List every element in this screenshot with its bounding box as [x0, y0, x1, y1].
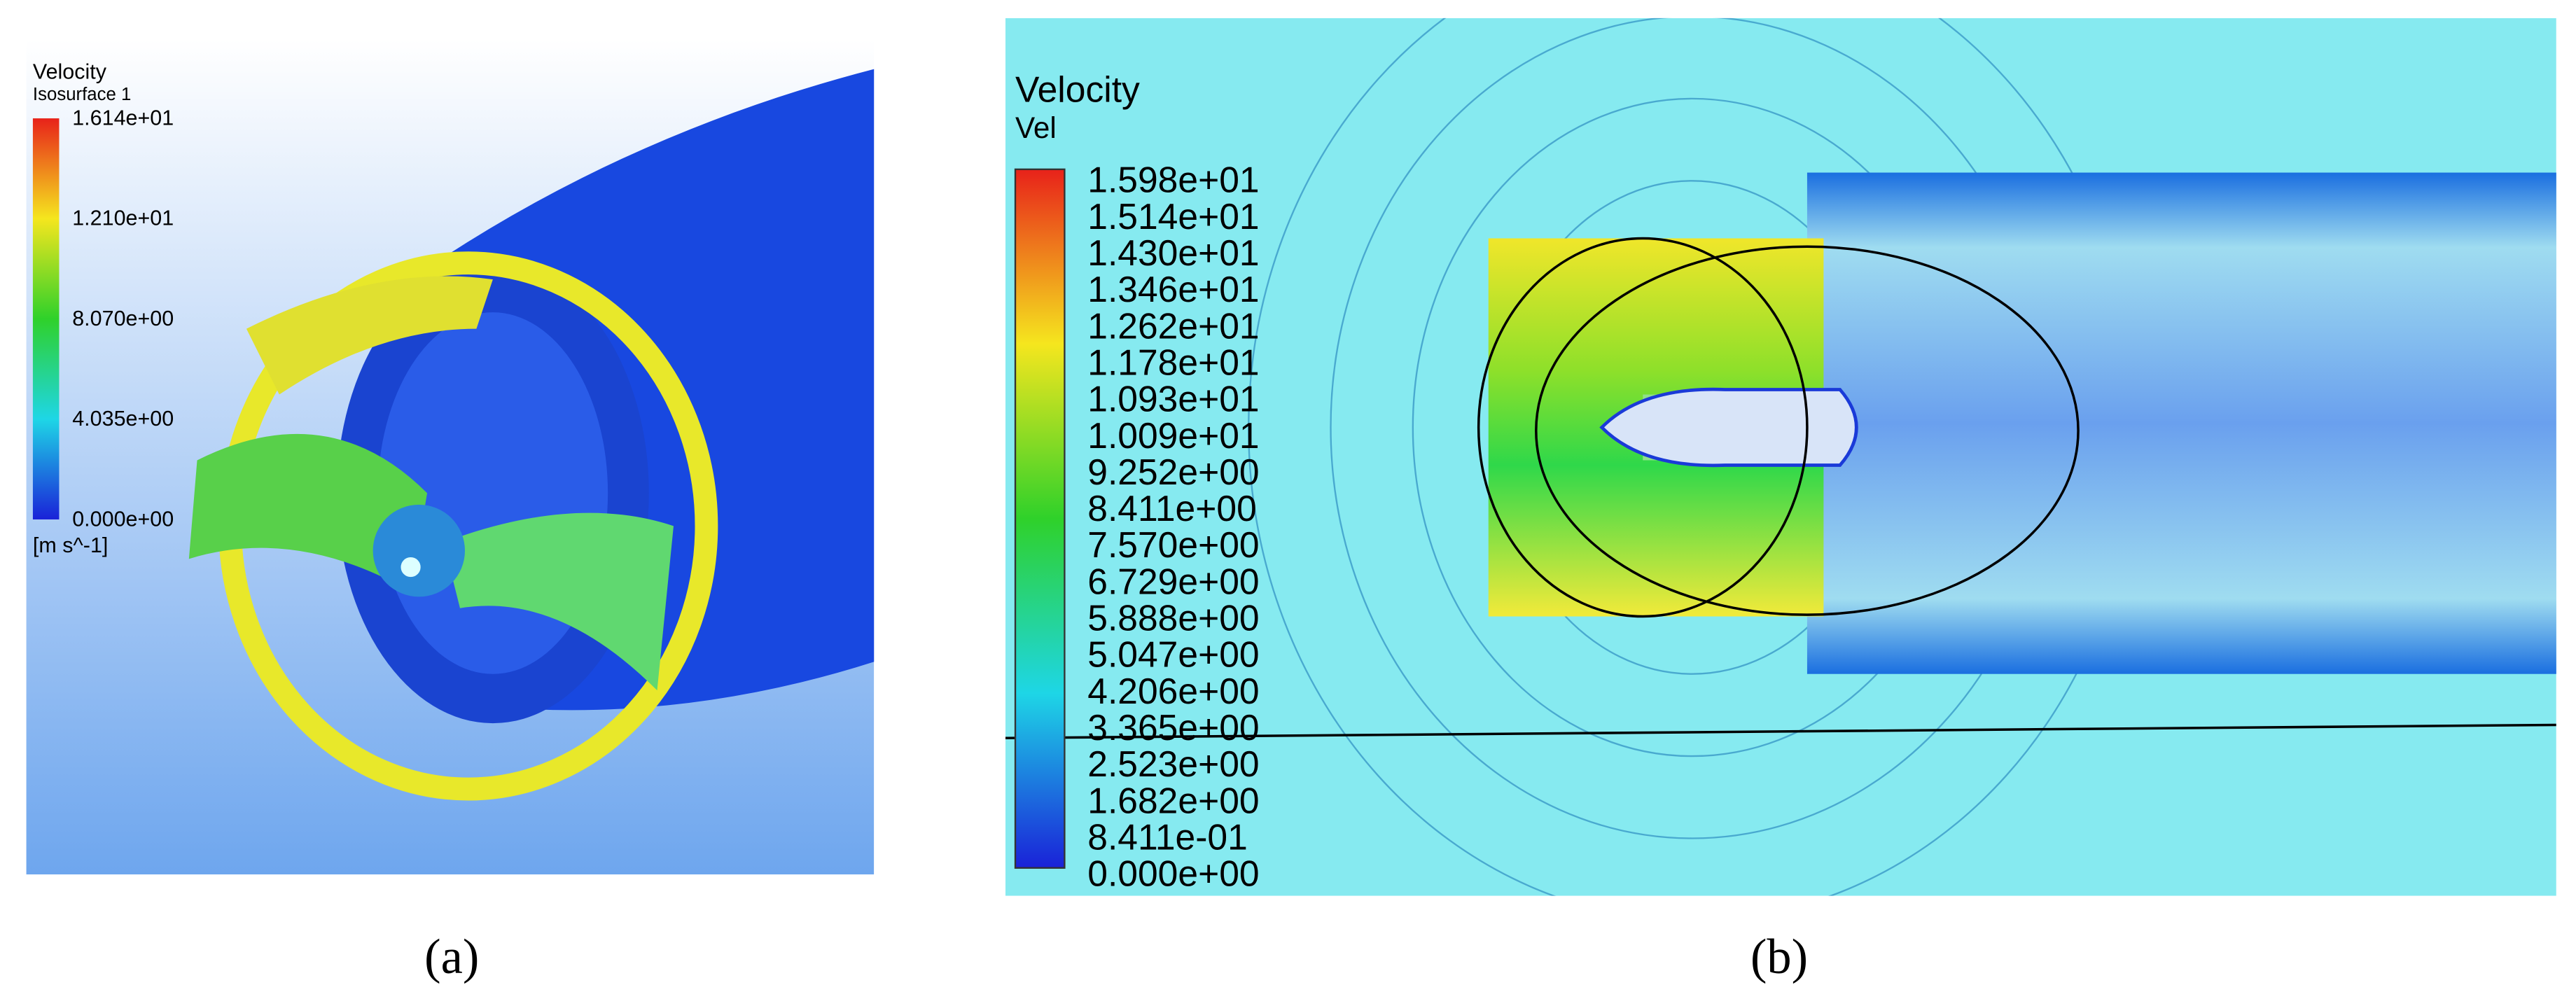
legend-label: 0.000e+00: [72, 507, 174, 531]
color-bar: [1014, 168, 1066, 869]
legend-label: 1.009e+01: [1087, 415, 1259, 456]
panel-a-image: [26, 39, 875, 875]
legend-label: 4.206e+00: [1087, 671, 1259, 711]
caption: (a): [424, 930, 479, 984]
legend-subtitle: Vel: [1015, 111, 1057, 144]
legend-unit: [m s^-1]: [33, 533, 108, 557]
legend-label: 0.000e+00: [1087, 853, 1259, 894]
legend-subtitle: Isosurface 1: [33, 85, 131, 104]
legend-label: 6.729e+00: [1087, 561, 1259, 601]
legend-label: 2.523e+00: [1087, 743, 1259, 784]
legend-label: 1.430e+01: [1087, 232, 1259, 273]
legend-label: 4.035e+00: [72, 407, 174, 431]
legend-label: 1.682e+00: [1087, 780, 1259, 820]
caption: (b): [1750, 930, 1808, 984]
panel-b-image: [1005, 18, 2556, 896]
legend-label: 1.514e+01: [1087, 196, 1259, 237]
legend-label: 1.614e+01: [72, 106, 174, 130]
color-bar: [32, 118, 60, 519]
legend-label: 1.210e+01: [72, 207, 174, 230]
legend-title: Velocity: [33, 60, 107, 84]
legend-label: 5.047e+00: [1087, 634, 1259, 675]
legend-label: 3.365e+00: [1087, 707, 1259, 748]
legend-label: 1.178e+01: [1087, 342, 1259, 382]
legend-label: 9.252e+00: [1087, 452, 1259, 492]
legend-label: 8.411e+00: [1087, 488, 1257, 529]
legend-label: 1.598e+01: [1087, 160, 1259, 200]
legend-label: 7.570e+00: [1087, 524, 1259, 565]
legend-label: 8.070e+00: [72, 307, 174, 330]
legend-label: 8.411e-01: [1087, 816, 1248, 857]
legend-label: 1.262e+01: [1087, 305, 1259, 346]
legend-title: Velocity: [1015, 69, 1140, 110]
legend-label: 1.093e+01: [1087, 379, 1259, 419]
legend-label: 5.888e+00: [1087, 598, 1259, 638]
legend-label: 1.346e+01: [1087, 269, 1259, 309]
